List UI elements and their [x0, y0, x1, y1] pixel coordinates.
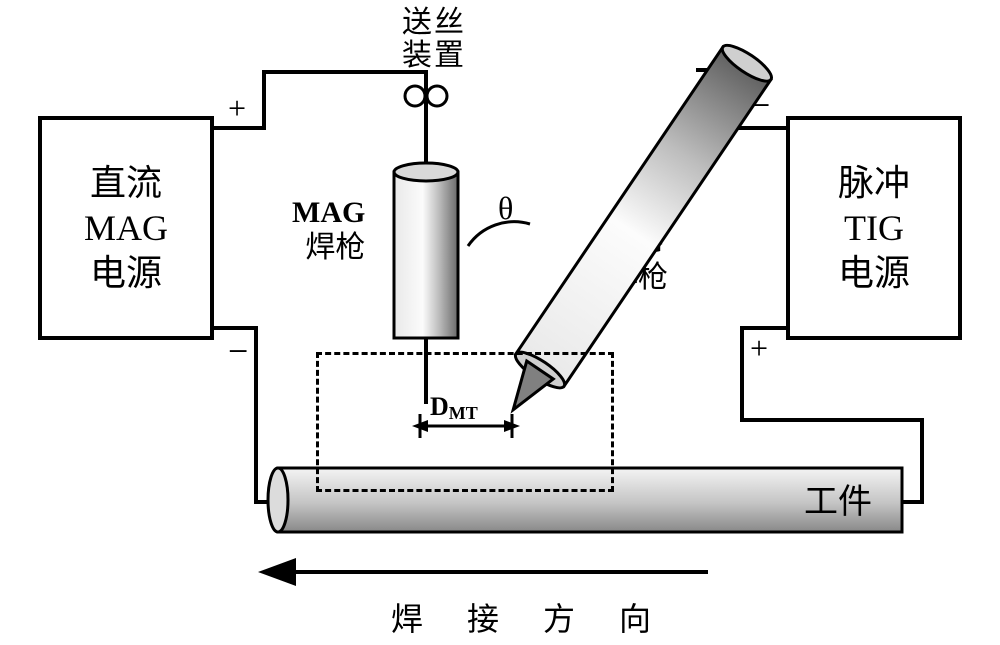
workpiece-label: 工件 [804, 474, 872, 523]
diagram-stage: 直流 MAG 电源 + − 脉冲 TIG 电源 − + 送丝 装置 MAG 焊枪… [0, 0, 1000, 645]
dmt-label: DMT [430, 392, 478, 424]
wire-left-minus [214, 328, 278, 502]
angle-arc [468, 222, 530, 246]
dmt-d: D [430, 392, 449, 421]
wire-left-plus [214, 72, 426, 172]
diagram-svg [0, 0, 1000, 645]
dmt-sub: MT [449, 403, 478, 423]
welding-direction-arrow [258, 558, 708, 586]
welding-direction-label: 焊 接 方 向 [360, 594, 700, 640]
